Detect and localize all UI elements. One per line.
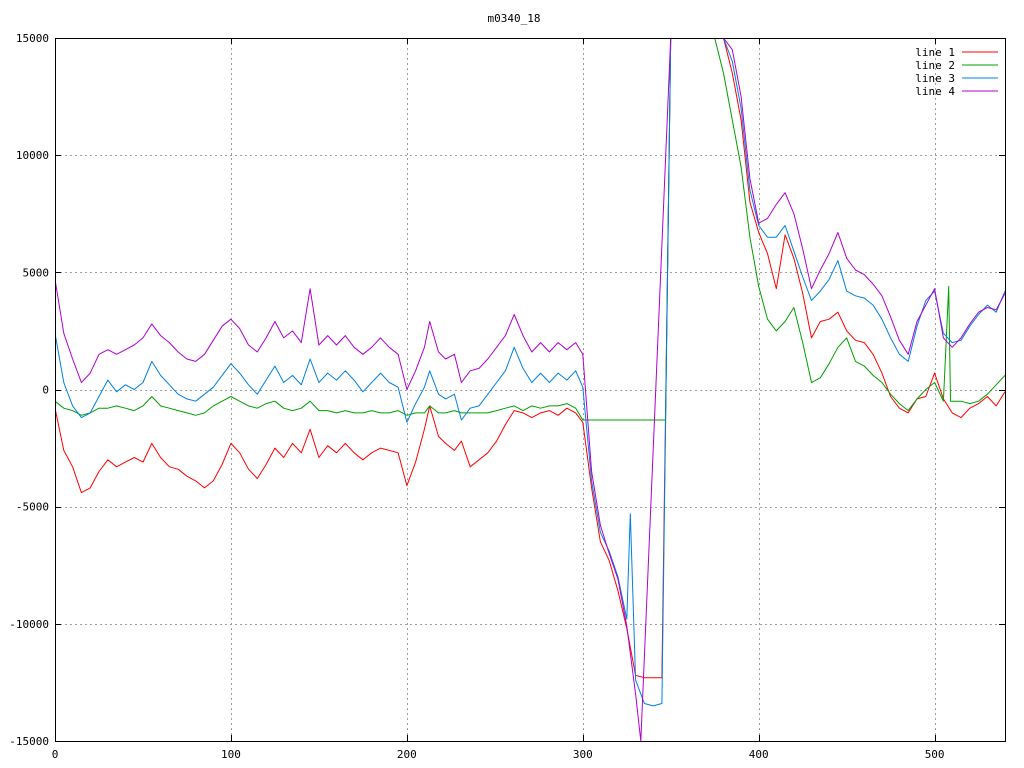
legend-label-1: line 1 — [915, 46, 955, 59]
x-tick-label-5: 500 — [925, 748, 945, 761]
grid — [55, 38, 1005, 741]
x-tick-label-2: 200 — [397, 748, 417, 761]
y-tick-label-4: 5000 — [23, 266, 50, 279]
x-tick-label-1: 100 — [221, 748, 241, 761]
y-tick-label-5: 10000 — [16, 149, 49, 162]
y-tick-label-2: -5000 — [16, 501, 49, 514]
x-tick-label-4: 400 — [749, 748, 769, 761]
tick-labels: 0 100 200 300 400 500 -15000 -10000 -5000 0 5000 10… — [9, 32, 1005, 761]
legend-label-2: line 2 — [915, 59, 955, 72]
x-tick-label-0: 0 — [52, 748, 59, 761]
y-tick-label-3: 0 — [42, 384, 49, 397]
y-tick-label-0: -15000 — [9, 735, 49, 748]
series-line-1 — [55, 38, 1005, 679]
chart-title: m0340_18 — [488, 12, 541, 25]
series-line-4 — [55, 38, 1005, 741]
legend-label-3: line 3 — [915, 72, 955, 85]
series-line-3 — [55, 38, 1005, 707]
x-tick-label-3: 300 — [573, 748, 593, 761]
y-tick-label-6: 15000 — [16, 32, 49, 45]
series-group — [55, 38, 1005, 741]
series-line-2 — [55, 38, 1005, 421]
y-tick-label-1: -10000 — [9, 618, 49, 631]
legend-label-4: line 4 — [915, 85, 955, 98]
